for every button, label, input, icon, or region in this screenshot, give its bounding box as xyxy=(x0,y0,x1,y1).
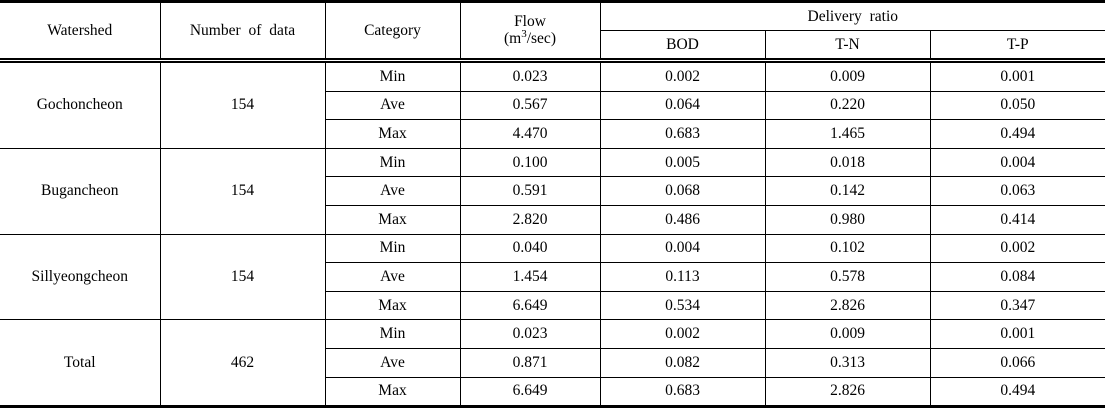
flow-value-cell: 0.023 xyxy=(459,319,601,349)
watershed-group-sillyeongcheon: Sillyeongcheon 154 Min 0.040 0.004 0.102… xyxy=(0,233,1105,321)
data-count-cell: 154 xyxy=(159,147,326,235)
flow-unit-suffix: /sec) xyxy=(526,29,556,47)
tp-value-cell: 0.414 xyxy=(929,204,1105,235)
category-cell: Ave xyxy=(324,347,461,378)
table-row: Bugancheon 154 Min 0.100 0.005 0.018 0.0… xyxy=(0,147,1105,235)
tn-value-cell: 0.142 xyxy=(764,176,931,206)
flow-label: Flow xyxy=(514,13,546,31)
category-cell: Max xyxy=(324,376,461,408)
tn-value-cell: 0.578 xyxy=(764,262,931,292)
category-cell: Min xyxy=(324,147,461,178)
header-flow: Flow (m3/sec) xyxy=(459,1,601,61)
watershed-group-total: Total 462 Min 0.023 0.002 0.009 0.001 Av… xyxy=(0,319,1105,408)
category-cell: Max xyxy=(324,119,461,149)
flow-value-cell: 6.649 xyxy=(459,376,601,408)
bod-value-cell: 0.005 xyxy=(599,147,766,178)
header-delivery-ratio: Delivery ratio xyxy=(599,1,1105,31)
bod-value-cell: 0.004 xyxy=(599,233,766,264)
bod-value-cell: 0.002 xyxy=(599,319,766,349)
table-row: Gochoncheon 154 Min 0.023 0.002 0.009 0.… xyxy=(0,60,1105,149)
tp-value-cell: 0.001 xyxy=(929,319,1105,349)
flow-value-cell: 0.100 xyxy=(459,147,601,178)
tn-value-cell: 2.826 xyxy=(764,290,931,321)
flow-value-cell: 0.040 xyxy=(459,233,601,264)
data-count-cell: 154 xyxy=(159,60,326,149)
flow-value-cell: 4.470 xyxy=(459,119,601,149)
watershed-group-bugancheon: Bugancheon 154 Min 0.100 0.005 0.018 0.0… xyxy=(0,147,1105,235)
bod-value-cell: 0.113 xyxy=(599,262,766,292)
bod-value-cell: 0.002 xyxy=(599,60,766,92)
tp-value-cell: 0.063 xyxy=(929,176,1105,206)
flow-value-cell: 0.023 xyxy=(459,60,601,92)
table-header: Watershed Number of data Category Flow (… xyxy=(0,1,1105,61)
flow-value-cell: 0.591 xyxy=(459,176,601,206)
table-row: Sillyeongcheon 154 Min 0.040 0.004 0.102… xyxy=(0,233,1105,321)
flow-unit: (m3/sec) xyxy=(461,28,599,47)
table-row: Ave 0.567 0.064 0.220 0.050 xyxy=(0,90,1105,121)
tn-value-cell: 0.018 xyxy=(764,147,931,178)
table-row: Max 4.470 0.683 1.465 0.494 xyxy=(0,119,1105,149)
flow-value-cell: 6.649 xyxy=(459,290,601,321)
category-cell: Max xyxy=(324,204,461,235)
data-count-cell: 462 xyxy=(159,319,326,408)
tp-value-cell: 0.494 xyxy=(929,119,1105,149)
tp-value-cell: 0.066 xyxy=(929,347,1105,378)
bod-value-cell: 0.082 xyxy=(599,347,766,378)
tp-value-cell: 0.050 xyxy=(929,90,1105,121)
watershed-group-gochoncheon: Gochoncheon 154 Min 0.023 0.002 0.009 0.… xyxy=(0,60,1105,149)
bod-value-cell: 0.683 xyxy=(599,119,766,149)
category-cell: Ave xyxy=(324,90,461,121)
category-cell: Min xyxy=(324,60,461,92)
header-row-top: Watershed Number of data Category Flow (… xyxy=(0,1,1105,61)
category-cell: Max xyxy=(324,290,461,321)
table-row: Ave 0.591 0.068 0.142 0.063 xyxy=(0,176,1105,206)
table-row: Total 462 Min 0.023 0.002 0.009 0.001 xyxy=(0,319,1105,408)
category-cell: Min xyxy=(324,319,461,349)
tn-value-cell: 0.313 xyxy=(764,347,931,378)
bod-value-cell: 0.064 xyxy=(599,90,766,121)
tp-value-cell: 0.002 xyxy=(929,233,1105,264)
flow-value-cell: 0.567 xyxy=(459,90,601,121)
tp-value-cell: 0.004 xyxy=(929,147,1105,178)
header-tp: T-P xyxy=(929,30,1105,61)
header-number-of-data: Number of data xyxy=(159,1,326,61)
tn-value-cell: 0.009 xyxy=(764,60,931,92)
header-row-sub: BOD T-N T-P xyxy=(0,30,1105,61)
tn-value-cell: 0.009 xyxy=(764,319,931,349)
header-tn: T-N xyxy=(764,30,931,61)
flow-unit-superscript: 3 xyxy=(521,27,527,40)
tp-value-cell: 0.084 xyxy=(929,262,1105,292)
tn-value-cell: 1.465 xyxy=(764,119,931,149)
bod-value-cell: 0.534 xyxy=(599,290,766,321)
tp-value-cell: 0.001 xyxy=(929,60,1105,92)
flow-value-cell: 1.454 xyxy=(459,262,601,292)
header-category: Category xyxy=(324,1,461,61)
watershed-name-cell: Sillyeongcheon xyxy=(0,233,161,321)
tn-value-cell: 2.826 xyxy=(764,376,931,408)
watershed-name-cell: Gochoncheon xyxy=(0,60,161,149)
flow-unit-prefix: (m xyxy=(504,29,522,47)
tp-value-cell: 0.347 xyxy=(929,290,1105,321)
table-row: Max 6.649 0.683 2.826 0.494 xyxy=(0,376,1105,408)
tn-value-cell: 0.102 xyxy=(764,233,931,264)
tn-value-cell: 0.220 xyxy=(764,90,931,121)
flow-value-cell: 2.820 xyxy=(459,204,601,235)
flow-value-cell: 0.871 xyxy=(459,347,601,378)
watershed-name-cell: Bugancheon xyxy=(0,147,161,235)
category-cell: Ave xyxy=(324,262,461,292)
category-cell: Min xyxy=(324,233,461,264)
data-count-cell: 154 xyxy=(159,233,326,321)
header-bod: BOD xyxy=(599,30,766,61)
bod-value-cell: 0.068 xyxy=(599,176,766,206)
tn-value-cell: 0.980 xyxy=(764,204,931,235)
header-watershed: Watershed xyxy=(0,1,161,61)
bod-value-cell: 0.683 xyxy=(599,376,766,408)
tp-value-cell: 0.494 xyxy=(929,376,1105,408)
category-cell: Ave xyxy=(324,176,461,206)
watershed-name-cell: Total xyxy=(0,319,161,408)
bod-value-cell: 0.486 xyxy=(599,204,766,235)
table-row: Max 6.649 0.534 2.826 0.347 xyxy=(0,290,1105,321)
